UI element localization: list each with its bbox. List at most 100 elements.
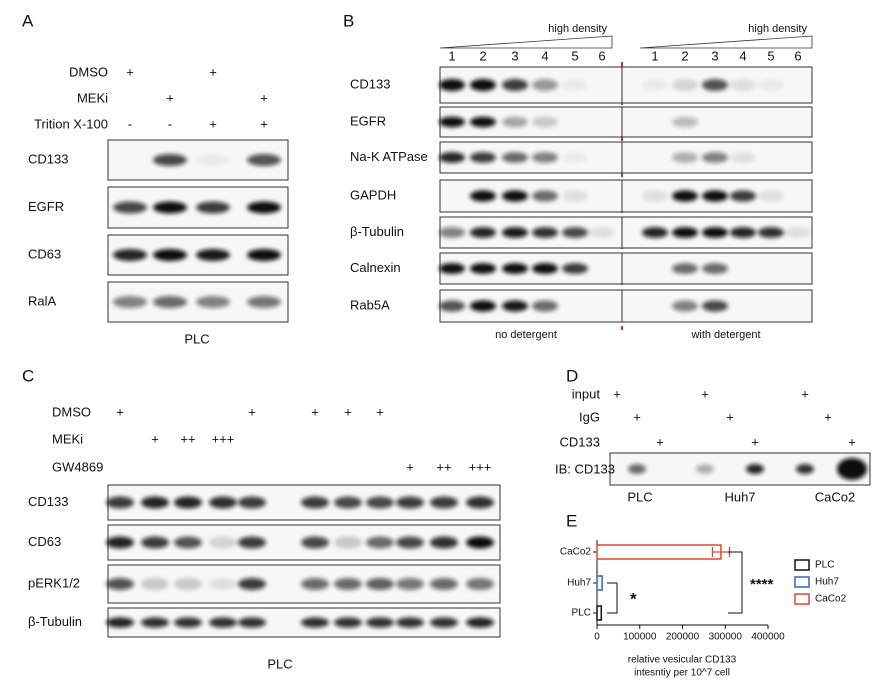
lane-number: 6 bbox=[794, 48, 801, 63]
lane-number: 1 bbox=[448, 48, 455, 63]
blot-label: GAPDH bbox=[350, 187, 396, 202]
significance-bracket bbox=[728, 551, 743, 614]
row-label: GW4869 bbox=[52, 459, 103, 474]
band bbox=[470, 152, 496, 163]
treatment-mark: + bbox=[801, 386, 809, 401]
treatment-mark: + bbox=[824, 409, 832, 424]
blot-label: CD63 bbox=[28, 534, 61, 549]
band bbox=[209, 578, 237, 590]
band bbox=[196, 249, 230, 261]
treatment-mark: +++ bbox=[469, 459, 492, 474]
band bbox=[113, 201, 147, 214]
band bbox=[430, 578, 458, 590]
band bbox=[672, 227, 698, 238]
treatment-mark: + bbox=[311, 404, 319, 419]
panel-label: E bbox=[566, 511, 577, 530]
band bbox=[430, 536, 458, 549]
band bbox=[196, 296, 230, 308]
x-tick-label: 200000 bbox=[666, 632, 700, 643]
band bbox=[106, 536, 134, 549]
band bbox=[439, 227, 465, 238]
blot-label: pERK1/2 bbox=[28, 575, 80, 590]
y-tick-label: CaCo2 bbox=[560, 547, 592, 558]
band bbox=[334, 578, 362, 590]
treatment-mark: + bbox=[848, 434, 856, 449]
treatment-mark: + bbox=[376, 404, 384, 419]
wedge-label: high density bbox=[748, 23, 807, 35]
row-label: CD133 bbox=[560, 434, 600, 449]
y-tick-label: Huh7 bbox=[567, 578, 591, 589]
lane-number: 6 bbox=[598, 48, 605, 63]
band bbox=[113, 249, 147, 261]
band bbox=[334, 617, 362, 628]
blot-label: β-Tubulin bbox=[28, 614, 82, 629]
lane-number: 1 bbox=[651, 48, 658, 63]
band bbox=[470, 227, 496, 238]
significance-bracket bbox=[607, 582, 618, 614]
row-label: DMSO bbox=[52, 404, 91, 419]
row-label: IgG bbox=[579, 409, 600, 424]
band bbox=[174, 536, 202, 549]
band bbox=[470, 79, 496, 91]
band bbox=[730, 227, 756, 238]
blot-label: β-Tubulin bbox=[350, 224, 404, 239]
blot-label: EGFR bbox=[350, 113, 386, 128]
band bbox=[532, 300, 558, 312]
row-label: input bbox=[572, 386, 601, 401]
panel-label: C bbox=[22, 366, 34, 385]
band bbox=[174, 496, 202, 509]
band bbox=[366, 536, 394, 549]
blot-label: RalA bbox=[28, 293, 57, 308]
x-axis-label: intesntiy per 10^7 cell bbox=[634, 668, 730, 679]
band bbox=[430, 617, 458, 628]
caption: with detergent bbox=[690, 329, 760, 341]
treatment-mark: + bbox=[613, 386, 621, 401]
band bbox=[466, 496, 494, 509]
x-tick-label: 100000 bbox=[623, 632, 657, 643]
blot-label: IB: CD133 bbox=[555, 461, 615, 476]
band bbox=[247, 249, 281, 261]
band bbox=[334, 496, 362, 509]
treatment-mark: + bbox=[248, 404, 256, 419]
treatment-mark: + bbox=[751, 434, 759, 449]
band bbox=[502, 152, 528, 163]
band bbox=[439, 116, 465, 128]
band bbox=[153, 296, 187, 308]
band bbox=[672, 79, 698, 91]
panel-label: D bbox=[566, 366, 578, 385]
treatment-mark: + bbox=[209, 116, 217, 131]
legend-swatch bbox=[794, 576, 810, 588]
band bbox=[562, 227, 588, 238]
lane-number: 5 bbox=[571, 48, 578, 63]
blot-label: CD63 bbox=[28, 246, 61, 261]
band bbox=[439, 263, 465, 274]
band bbox=[702, 300, 728, 312]
panel-label: B bbox=[343, 11, 354, 30]
band bbox=[153, 154, 187, 166]
band bbox=[562, 263, 588, 274]
band bbox=[466, 578, 494, 590]
band bbox=[238, 617, 266, 628]
band bbox=[301, 536, 329, 549]
band bbox=[628, 464, 646, 474]
band bbox=[532, 190, 558, 202]
bar bbox=[596, 575, 603, 591]
band bbox=[247, 154, 281, 166]
band bbox=[702, 190, 728, 202]
band bbox=[672, 190, 698, 202]
band bbox=[672, 116, 698, 128]
blot bbox=[439, 66, 623, 104]
band bbox=[153, 201, 187, 214]
band bbox=[562, 79, 588, 91]
treatment-mark: - bbox=[168, 116, 172, 131]
band bbox=[470, 300, 496, 312]
row-label: DMSO bbox=[69, 64, 108, 79]
x-axis-label: relative vesicular CD133 bbox=[628, 655, 737, 666]
band bbox=[174, 578, 202, 590]
band bbox=[837, 458, 867, 480]
treatment-mark: + bbox=[344, 404, 352, 419]
band bbox=[334, 536, 362, 549]
band bbox=[562, 152, 588, 163]
treatment-mark: + bbox=[406, 459, 414, 474]
band bbox=[502, 116, 528, 128]
